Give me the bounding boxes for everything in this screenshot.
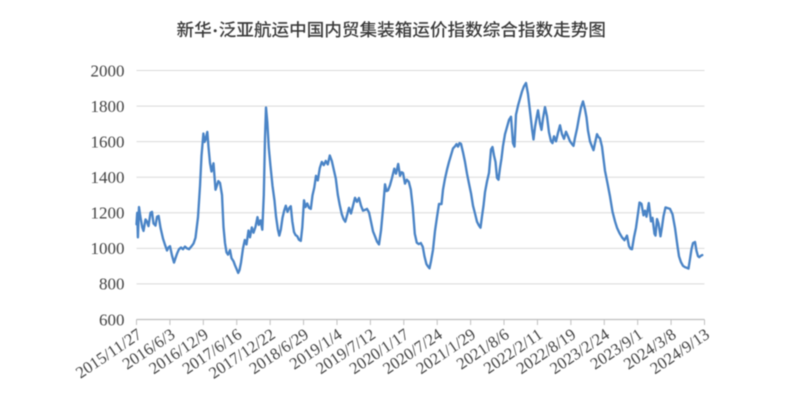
svg-text:1800: 1800 (91, 97, 125, 116)
svg-text:600: 600 (99, 310, 125, 329)
svg-text:1000: 1000 (91, 239, 125, 258)
svg-text:2000: 2000 (91, 61, 125, 80)
svg-text:800: 800 (99, 275, 125, 294)
svg-text:1200: 1200 (91, 204, 125, 223)
svg-text:1600: 1600 (91, 132, 125, 151)
svg-text:1400: 1400 (91, 168, 125, 187)
